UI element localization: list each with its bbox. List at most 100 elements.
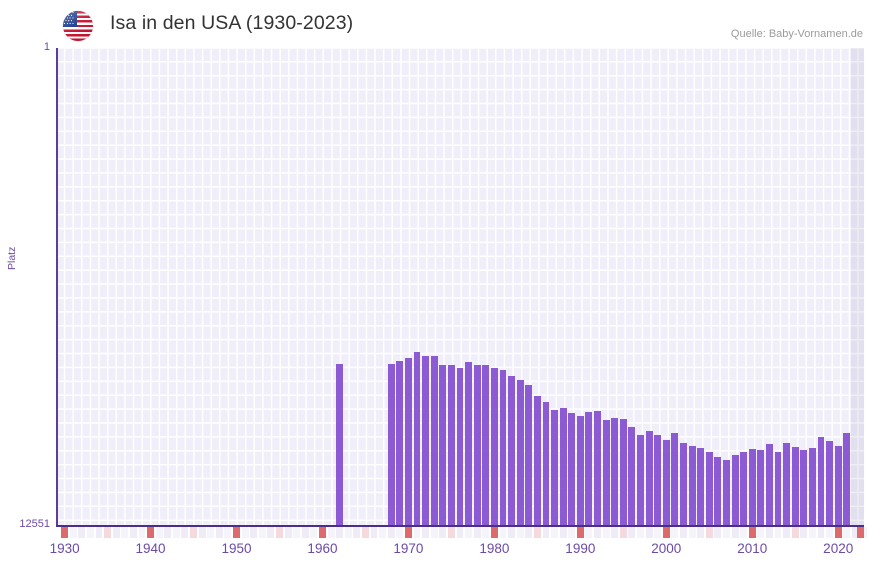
- x-axis-tick-mark: [688, 527, 696, 538]
- bar[interactable]: [774, 452, 782, 526]
- bar[interactable]: [542, 401, 550, 526]
- bar[interactable]: [430, 356, 438, 526]
- x-axis-tick-label: 1940: [135, 541, 166, 556]
- plot-area: [56, 48, 864, 526]
- bar[interactable]: [594, 411, 601, 526]
- x-axis-tick-mark: [499, 527, 507, 538]
- x-axis-tick-mark: [766, 527, 773, 538]
- bar[interactable]: [422, 356, 430, 526]
- x-axis-tick-mark: [662, 527, 670, 538]
- bar[interactable]: [619, 418, 627, 526]
- bar[interactable]: [499, 370, 507, 526]
- bar[interactable]: [413, 352, 421, 526]
- x-axis-tick-label: 1960: [307, 541, 338, 556]
- bar[interactable]: [447, 365, 455, 526]
- bar[interactable]: [757, 450, 765, 526]
- bar[interactable]: [490, 367, 498, 526]
- y-axis-tick-top: 1: [43, 41, 50, 53]
- bar[interactable]: [482, 365, 490, 526]
- x-axis-tick-mark: [430, 527, 438, 538]
- bar[interactable]: [714, 457, 722, 526]
- bar[interactable]: [817, 437, 825, 526]
- x-axis-tick-mark: [748, 527, 756, 538]
- bar[interactable]: [525, 385, 533, 526]
- bar[interactable]: [688, 445, 696, 526]
- x-axis-tick-mark: [680, 527, 687, 538]
- bar[interactable]: [697, 447, 705, 526]
- bar[interactable]: [551, 410, 558, 526]
- x-axis-tick-label: 1930: [49, 541, 80, 556]
- x-axis-tick-mark: [164, 527, 172, 538]
- bar[interactable]: [808, 447, 816, 526]
- bar[interactable]: [568, 413, 576, 526]
- bar[interactable]: [533, 395, 541, 526]
- bar[interactable]: [791, 446, 799, 526]
- x-axis-tick-mark: [147, 527, 154, 538]
- bar[interactable]: [336, 364, 344, 526]
- x-axis-tick-mark: [516, 527, 524, 538]
- x-axis-tick-mark: [336, 527, 344, 538]
- bar[interactable]: [654, 434, 662, 526]
- x-axis-tick-mark: [783, 527, 791, 538]
- x-axis-tick-mark: [319, 527, 326, 538]
- x-axis-tick-label: 1980: [479, 541, 510, 556]
- bar[interactable]: [843, 433, 851, 526]
- x-axis-tick-mark: [95, 527, 103, 538]
- bar[interactable]: [826, 441, 834, 526]
- bar[interactable]: [387, 364, 395, 526]
- bar[interactable]: [783, 443, 791, 526]
- bar[interactable]: [439, 365, 447, 526]
- x-axis-tick-mark: [190, 527, 197, 538]
- page-title: Isa in den USA (1930-2023): [110, 12, 354, 34]
- x-axis-tick-mark: [78, 527, 86, 538]
- bar[interactable]: [559, 408, 567, 526]
- bar[interactable]: [800, 449, 808, 526]
- x-axis-tick-label: 2010: [737, 541, 768, 556]
- x-axis-tick-mark: [456, 527, 464, 538]
- us-flag-icon: [63, 11, 93, 41]
- bar[interactable]: [473, 365, 481, 526]
- bar[interactable]: [396, 361, 404, 526]
- x-axis-tick-mark: [233, 527, 240, 538]
- x-axis-tick-mark: [585, 527, 593, 538]
- x-axis-tick-mark: [800, 527, 808, 538]
- bar[interactable]: [723, 460, 730, 526]
- x-axis-tick-mark: [551, 527, 558, 538]
- bar[interactable]: [748, 449, 756, 526]
- x-axis-tick-label: 2020: [823, 541, 854, 556]
- bar[interactable]: [740, 452, 748, 526]
- y-axis-tick-bottom: 12551: [19, 518, 50, 530]
- bar[interactable]: [516, 380, 524, 526]
- x-axis-tick-mark: [619, 527, 627, 538]
- bar[interactable]: [456, 367, 464, 526]
- bar[interactable]: [611, 418, 619, 526]
- bar[interactable]: [585, 412, 593, 526]
- x-axis-tick-mark: [568, 527, 576, 538]
- bar[interactable]: [602, 420, 610, 526]
- bar[interactable]: [731, 455, 739, 526]
- bar[interactable]: [705, 452, 713, 526]
- x-axis-tick-strip: [56, 527, 868, 538]
- x-axis-tick-mark: [224, 527, 232, 538]
- bar[interactable]: [465, 362, 473, 526]
- x-axis-tick-mark: [129, 527, 137, 538]
- x-axis-tick-mark: [723, 527, 730, 538]
- y-axis-line: [56, 48, 58, 526]
- bar[interactable]: [508, 376, 515, 526]
- bar[interactable]: [645, 430, 653, 526]
- chart-header: Isa in den USA (1930-2023) Quelle: Baby-…: [0, 0, 873, 46]
- bar[interactable]: [680, 442, 687, 526]
- bar[interactable]: [834, 445, 842, 526]
- bar[interactable]: [628, 426, 636, 526]
- bar[interactable]: [766, 444, 773, 526]
- bar[interactable]: [637, 435, 644, 526]
- x-axis-tick-mark: [705, 527, 713, 538]
- bar[interactable]: [576, 415, 584, 526]
- flag-stars: [63, 11, 77, 28]
- x-axis-tick-mark: [404, 527, 412, 538]
- bar[interactable]: [671, 433, 679, 526]
- bar[interactable]: [662, 439, 670, 526]
- bar[interactable]: [404, 358, 412, 526]
- x-axis-tick-mark: [387, 527, 395, 538]
